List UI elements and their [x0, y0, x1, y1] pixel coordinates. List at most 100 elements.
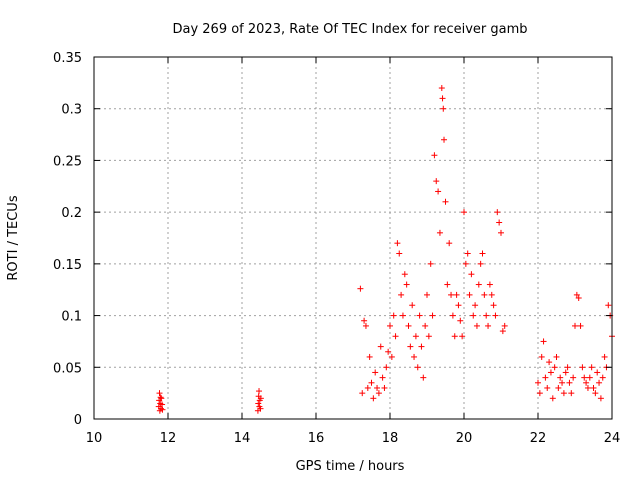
- data-point: [433, 178, 440, 185]
- data-point: [479, 250, 486, 257]
- y-tick-label: 0.1: [61, 310, 82, 325]
- data-point: [411, 353, 418, 360]
- x-tick-label: 12: [160, 431, 177, 446]
- data-points: [155, 85, 615, 414]
- data-point: [159, 401, 166, 408]
- data-point: [583, 379, 590, 386]
- data-point: [546, 359, 553, 366]
- data-point: [496, 219, 503, 226]
- data-point: [401, 271, 408, 278]
- data-point: [157, 394, 164, 401]
- data-point: [444, 281, 451, 288]
- data-point: [392, 333, 399, 340]
- data-point: [570, 374, 577, 381]
- data-point: [560, 390, 567, 397]
- data-point: [407, 343, 414, 350]
- data-point: [436, 229, 443, 236]
- data-point: [586, 374, 593, 381]
- data-point: [412, 333, 419, 340]
- data-point: [588, 364, 595, 371]
- data-point: [464, 250, 471, 257]
- data-point: [547, 369, 554, 376]
- x-tick-label: 14: [234, 431, 251, 446]
- chart-title: Day 269 of 2023, Rate Of TEC Index for r…: [172, 22, 527, 37]
- data-point: [566, 379, 573, 386]
- data-point: [605, 302, 612, 309]
- x-tick-label: 24: [604, 431, 621, 446]
- data-point: [399, 312, 406, 319]
- data-point: [581, 374, 588, 381]
- data-point: [596, 379, 603, 386]
- data-point: [438, 85, 445, 92]
- x-tick-label: 20: [456, 431, 473, 446]
- data-point: [559, 379, 566, 386]
- data-point: [549, 395, 556, 402]
- data-point: [473, 322, 480, 329]
- data-point: [475, 281, 482, 288]
- data-point: [361, 317, 368, 324]
- data-point: [416, 312, 423, 319]
- data-point: [414, 364, 421, 371]
- data-point: [403, 281, 410, 288]
- data-point: [551, 364, 558, 371]
- data-point: [375, 390, 382, 397]
- data-point: [398, 291, 405, 298]
- x-tick-label: 18: [382, 431, 399, 446]
- x-tick-label: 22: [530, 431, 547, 446]
- data-point: [431, 152, 438, 159]
- y-tick-label: 0.2: [61, 206, 82, 221]
- data-point: [562, 369, 569, 376]
- data-point: [422, 322, 429, 329]
- data-point: [405, 322, 412, 329]
- y-tick-label: 0.05: [53, 361, 82, 376]
- data-point: [440, 105, 447, 112]
- y-tick-label: 0.25: [53, 154, 82, 169]
- data-point: [538, 353, 545, 360]
- data-point: [488, 291, 495, 298]
- data-point: [568, 390, 575, 397]
- data-point: [418, 343, 425, 350]
- data-point: [377, 343, 384, 350]
- x-axis-label: GPS time / hours: [296, 459, 405, 474]
- data-point: [555, 384, 562, 391]
- data-point: [470, 312, 477, 319]
- data-point: [427, 260, 434, 267]
- data-point: [156, 390, 163, 397]
- data-point: [256, 388, 263, 395]
- data-point: [486, 281, 493, 288]
- data-point: [575, 294, 582, 301]
- data-point: [577, 322, 584, 329]
- data-point: [451, 333, 458, 340]
- data-point: [490, 302, 497, 309]
- data-point: [159, 406, 166, 413]
- data-point: [390, 312, 397, 319]
- data-point: [461, 209, 467, 216]
- data-point: [536, 390, 543, 397]
- data-point: [255, 400, 262, 407]
- data-point: [492, 312, 499, 319]
- data-point: [425, 333, 432, 340]
- data-point: [594, 369, 601, 376]
- y-axis-label: ROTI / TECUs: [6, 195, 21, 280]
- data-point: [394, 240, 401, 247]
- data-point: [472, 302, 479, 309]
- data-point: [396, 250, 403, 257]
- data-point: [540, 338, 547, 345]
- data-point: [158, 395, 165, 402]
- data-point: [466, 291, 473, 298]
- data-point: [553, 353, 560, 360]
- data-point: [462, 260, 469, 267]
- y-tick-label: 0.15: [53, 258, 82, 273]
- data-point: [368, 379, 375, 386]
- data-point: [590, 384, 597, 391]
- data-point: [597, 395, 604, 402]
- data-point: [498, 229, 504, 236]
- data-point: [429, 312, 436, 319]
- data-point: [564, 364, 571, 371]
- data-point: [359, 390, 366, 397]
- data-point: [453, 291, 460, 298]
- data-point: [257, 405, 264, 412]
- data-point: [584, 384, 591, 391]
- x-tick-label: 10: [86, 431, 103, 446]
